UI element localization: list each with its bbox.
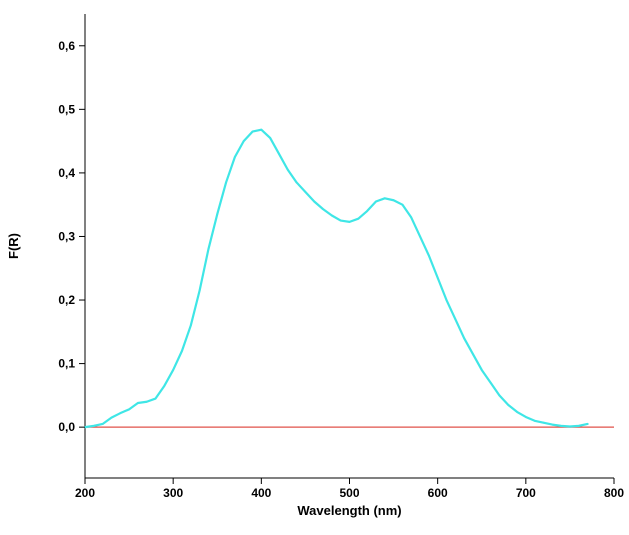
series-point xyxy=(480,369,483,371)
series-point xyxy=(498,394,501,397)
series-point xyxy=(233,156,236,158)
series-point xyxy=(119,412,122,415)
y-tick-label: 0,5 xyxy=(58,102,75,116)
series-point xyxy=(137,402,139,404)
series-point xyxy=(198,289,201,292)
series-point xyxy=(436,276,439,279)
y-tick-label: 0,3 xyxy=(58,229,75,243)
series-point xyxy=(463,337,466,340)
series-point xyxy=(92,424,95,427)
series-point xyxy=(410,216,413,219)
series-point xyxy=(339,219,342,222)
series-point xyxy=(366,210,369,212)
x-tick-label: 200 xyxy=(75,486,95,500)
series-point xyxy=(110,416,113,419)
y-tick-label: 0,6 xyxy=(58,39,75,53)
series-point xyxy=(383,197,386,200)
y-tick-label: 0,1 xyxy=(58,357,75,371)
series-point xyxy=(427,254,430,257)
series-point xyxy=(516,411,518,413)
series-point xyxy=(278,152,280,155)
x-tick-label: 300 xyxy=(163,486,183,500)
series-point xyxy=(269,137,272,139)
series-point xyxy=(304,191,307,193)
series-point xyxy=(242,140,245,143)
x-tick-label: 800 xyxy=(604,486,624,500)
series-point xyxy=(322,208,324,211)
x-tick-label: 400 xyxy=(251,486,271,500)
series-point xyxy=(586,423,589,425)
series-point xyxy=(551,423,554,426)
series-point xyxy=(577,424,580,427)
series-point xyxy=(260,128,263,131)
series-point xyxy=(154,397,157,400)
series-point xyxy=(419,235,421,238)
series-point xyxy=(524,416,527,418)
series-point xyxy=(163,384,166,387)
x-tick-label: 700 xyxy=(516,486,536,500)
series-point xyxy=(295,181,298,184)
series-point xyxy=(542,421,545,424)
x-axis-label: Wavelength (nm) xyxy=(297,503,401,518)
axes xyxy=(84,14,614,479)
y-axis-label: F(R) xyxy=(6,233,21,259)
series-point xyxy=(181,349,183,352)
series-point xyxy=(330,214,333,217)
y-tick-label: 0,0 xyxy=(58,420,75,434)
y-tick-label: 0,4 xyxy=(58,166,75,180)
series-point xyxy=(348,220,351,223)
x-tick-label: 600 xyxy=(428,486,448,500)
series-point xyxy=(101,423,104,425)
y-tick-label: 0,2 xyxy=(58,293,75,307)
x-ticks-group: 200 300 400 500 600 700 800 xyxy=(75,478,624,500)
series-point xyxy=(172,369,175,371)
series-point xyxy=(454,318,457,320)
series-point xyxy=(507,404,510,406)
series-point xyxy=(286,168,289,171)
series-point xyxy=(375,200,377,203)
series-point xyxy=(489,381,492,384)
series-point xyxy=(392,199,395,202)
y-ticks-group: 0,0 0,1 0,2 0,3 0,4 0,5 0,6 xyxy=(58,39,85,434)
series-point xyxy=(560,424,562,427)
series-point xyxy=(251,130,254,133)
series-point xyxy=(216,213,219,216)
series-point xyxy=(472,353,474,355)
series-point xyxy=(313,200,316,203)
series-point xyxy=(225,181,227,184)
series-point xyxy=(145,400,148,403)
series-point xyxy=(357,217,360,220)
series-line xyxy=(83,128,589,429)
series-point xyxy=(445,299,448,301)
series-point xyxy=(128,408,130,411)
series-group xyxy=(83,128,589,429)
series-point xyxy=(401,203,404,206)
series-point xyxy=(533,419,536,422)
series-point xyxy=(189,324,192,327)
series-point xyxy=(207,248,210,251)
series-point xyxy=(569,425,571,428)
x-tick-label: 500 xyxy=(339,486,359,500)
